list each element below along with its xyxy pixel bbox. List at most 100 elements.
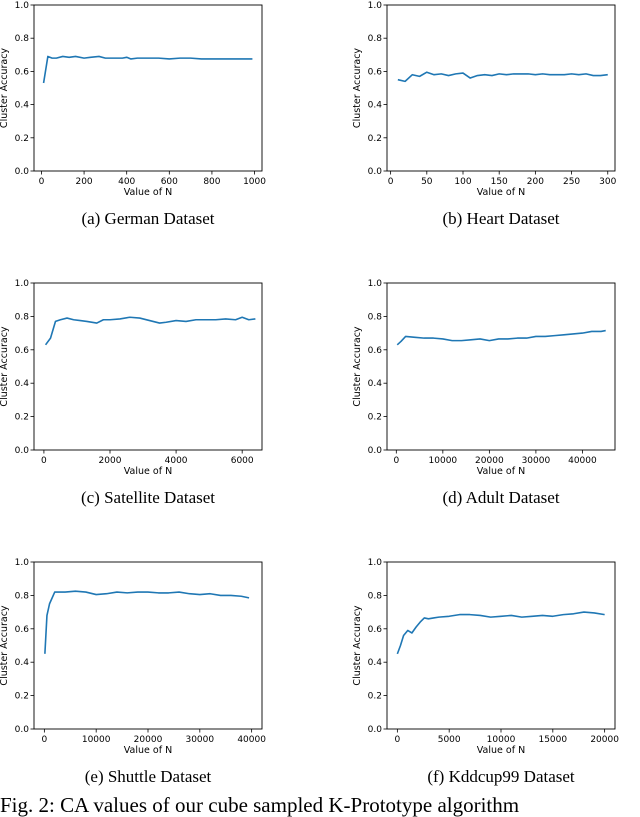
y-tick-label: 0.0: [15, 446, 30, 456]
series-line: [396, 329, 606, 346]
x-tick-label: 0: [393, 456, 399, 466]
y-axis-label: Cluster Accuracy: [352, 605, 363, 685]
x-tick-label: 300: [599, 177, 616, 187]
x-tick-label: 400: [118, 177, 135, 187]
y-tick-label: 0.6: [15, 67, 30, 77]
x-tick-label: 50: [421, 177, 433, 187]
y-tick-label: 0.8: [368, 34, 383, 44]
y-tick-label: 0.6: [368, 625, 383, 635]
y-tick-label: 0.0: [15, 725, 30, 735]
series-line: [44, 316, 256, 346]
series-line: [397, 71, 608, 83]
y-tick-label: 0.2: [15, 134, 29, 144]
x-tick-label: 150: [491, 177, 508, 187]
plot-frame: [386, 4, 616, 172]
x-axis-label: Value of N: [477, 745, 525, 756]
subfigure-caption: (c) Satellite Dataset: [81, 488, 215, 507]
x-tick-label: 0: [394, 735, 400, 745]
y-tick-label: 0.0: [368, 725, 383, 735]
plot-frame: [33, 561, 263, 730]
y-tick-label: 0.4: [368, 658, 383, 668]
x-axis-label: Value of N: [124, 187, 172, 198]
x-axis-label: Value of N: [477, 187, 525, 198]
x-tick-label: 2000: [99, 456, 122, 466]
x-tick-label: 5000: [438, 735, 461, 745]
x-tick-label: 20000: [475, 456, 504, 466]
x-tick-label: 600: [161, 177, 178, 187]
y-tick-label: 1.0: [368, 279, 383, 289]
x-tick-label: 15000: [538, 735, 567, 745]
subfigure-caption: (d) Adult Dataset: [442, 488, 559, 507]
y-tick-label: 1.0: [15, 558, 30, 568]
x-tick-label: 200: [75, 177, 92, 187]
y-tick-label: 0.2: [368, 134, 382, 144]
x-tick-label: 800: [203, 177, 220, 187]
y-tick-label: 0.0: [368, 167, 383, 177]
y-tick-label: 0.8: [368, 591, 383, 601]
x-tick-label: 20000: [134, 735, 163, 745]
y-tick-label: 0.8: [15, 34, 30, 44]
figure-caption: Fig. 2: CA values of our cube sampled K-…: [0, 793, 519, 817]
y-tick-label: 0.4: [15, 379, 30, 389]
y-axis-label: Cluster Accuracy: [0, 605, 10, 685]
y-tick-label: 0.8: [15, 591, 30, 601]
chart-panel: 0.0 0.2 0.4 0.6 0.8 1.0 0 10000 20000 30000 40000 V…: [0, 558, 266, 786]
x-tick-label: 10000: [487, 735, 516, 745]
subfigure-caption: (f) Kddcup99 Dataset: [427, 767, 575, 786]
y-tick-label: 0.8: [15, 312, 30, 322]
x-tick-label: 30000: [522, 456, 551, 466]
x-tick-label: 10000: [82, 735, 111, 745]
y-tick-label: 0.0: [368, 446, 383, 456]
x-tick-label: 1000: [243, 177, 266, 187]
series-line: [42, 55, 253, 84]
chart-panel: 0.0 0.2 0.4 0.6 0.8 1.0 0 200 400 600 800 1000 Value…: [0, 1, 266, 228]
x-tick-label: 20000: [590, 735, 619, 745]
series-line: [396, 611, 605, 655]
y-axis-label: Cluster Accuracy: [352, 326, 363, 406]
y-tick-label: 0.4: [368, 379, 383, 389]
y-axis-label: Cluster Accuracy: [0, 48, 10, 128]
x-tick-label: 0: [39, 177, 45, 187]
y-tick-label: 1.0: [368, 558, 383, 568]
plot-frame: [33, 282, 263, 451]
subfigure-caption: (e) Shuttle Dataset: [85, 767, 212, 786]
plot-frame: [386, 561, 616, 730]
y-tick-label: 0.4: [15, 658, 30, 668]
series-line: [44, 590, 250, 654]
y-axis-label: Cluster Accuracy: [352, 48, 363, 128]
y-tick-label: 1.0: [15, 1, 30, 11]
y-tick-label: 0.0: [15, 167, 30, 177]
x-axis-label: Value of N: [124, 745, 172, 756]
y-tick-label: 0.4: [15, 101, 30, 111]
y-tick-label: 0.2: [15, 692, 29, 702]
plot-frame: [386, 282, 616, 451]
y-tick-label: 0.6: [368, 346, 383, 356]
x-tick-label: 10000: [429, 456, 458, 466]
subfigure-caption: (b) Heart Dataset: [442, 209, 559, 228]
y-tick-label: 0.2: [368, 413, 382, 423]
x-tick-label: 40000: [237, 735, 266, 745]
y-tick-label: 0.2: [368, 692, 382, 702]
y-tick-label: 0.8: [368, 312, 383, 322]
chart-panel: 0.0 0.2 0.4 0.6 0.8 1.0 0 10000 20000 30000 40000 V…: [352, 279, 616, 507]
x-tick-label: 4000: [165, 456, 188, 466]
y-tick-label: 0.4: [368, 101, 383, 111]
x-tick-label: 0: [388, 177, 394, 187]
x-axis-label: Value of N: [124, 466, 172, 477]
x-tick-label: 30000: [185, 735, 214, 745]
x-tick-label: 6000: [231, 456, 254, 466]
subfigure-caption: (a) German Dataset: [81, 209, 214, 228]
x-axis-label: Value of N: [477, 466, 525, 477]
chart-panel: 0.0 0.2 0.4 0.6 0.8 1.0 0 2000 4000 6000 Value of …: [0, 279, 263, 507]
x-tick-label: 200: [527, 177, 544, 187]
y-axis-label: Cluster Accuracy: [0, 326, 10, 406]
y-tick-label: 0.6: [368, 67, 383, 77]
x-tick-label: 250: [563, 177, 580, 187]
y-tick-label: 0.6: [15, 346, 30, 356]
y-tick-label: 0.2: [15, 413, 29, 423]
x-tick-label: 0: [41, 735, 47, 745]
chart-panel: 0.0 0.2 0.4 0.6 0.8 1.0 0 5000 10000 15000 20000 Va…: [352, 558, 619, 786]
y-tick-label: 0.6: [15, 625, 30, 635]
x-tick-label: 40000: [568, 456, 597, 466]
